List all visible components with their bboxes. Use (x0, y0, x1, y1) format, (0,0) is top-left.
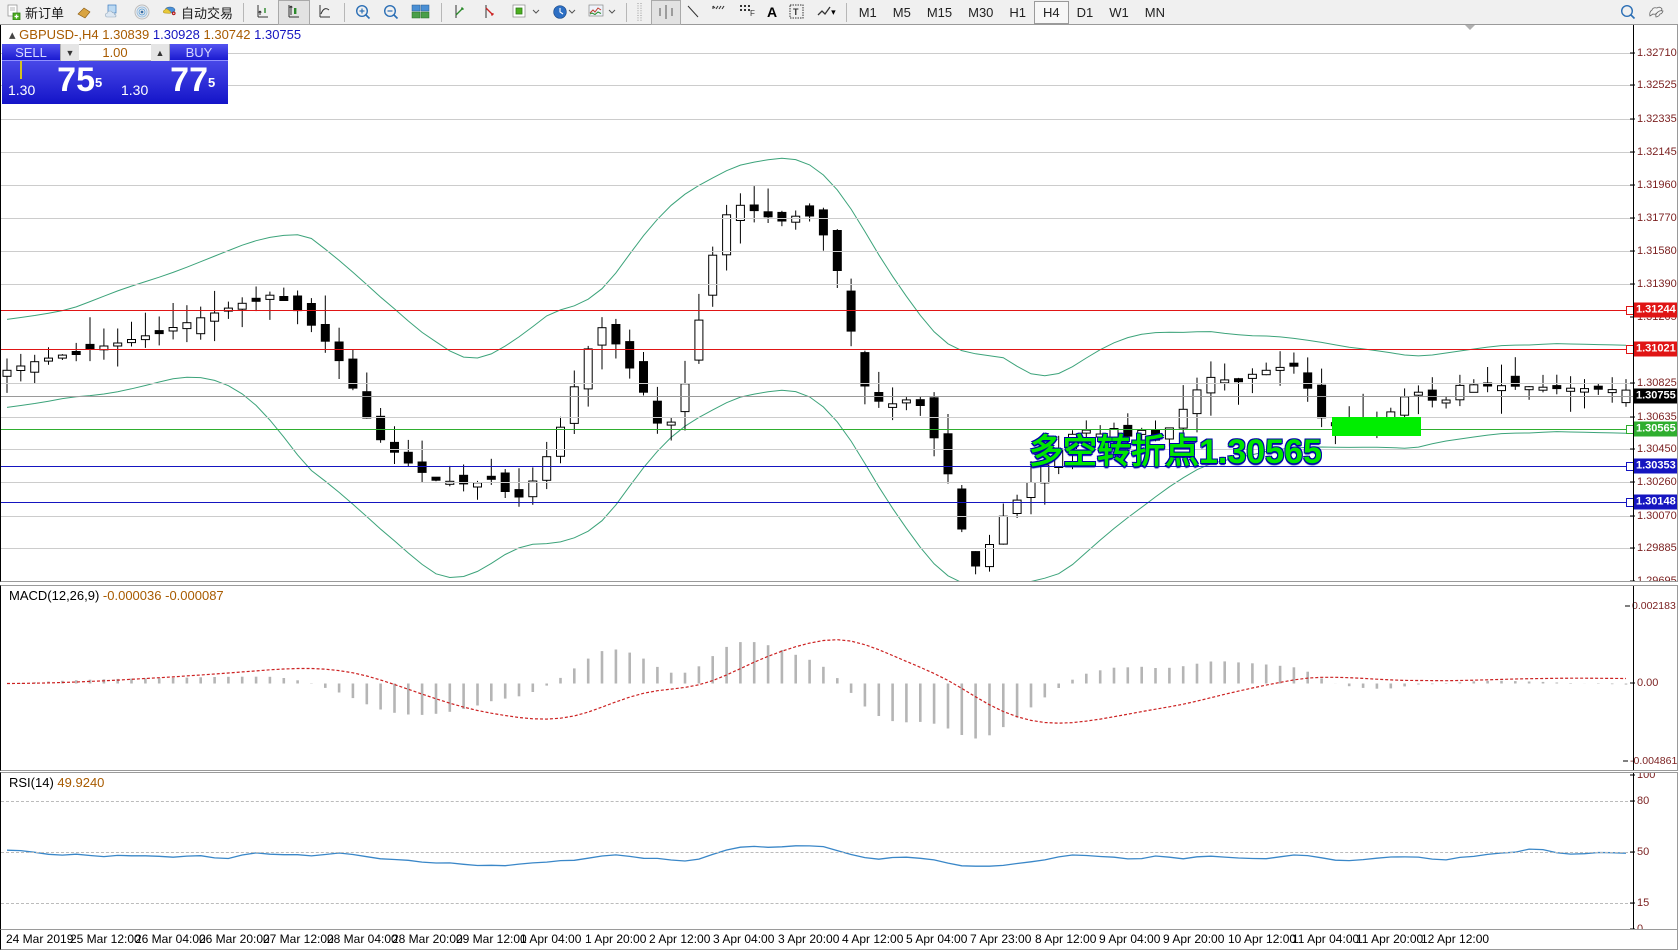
svg-text:F: F (750, 9, 755, 18)
svg-text:T: T (793, 7, 799, 17)
